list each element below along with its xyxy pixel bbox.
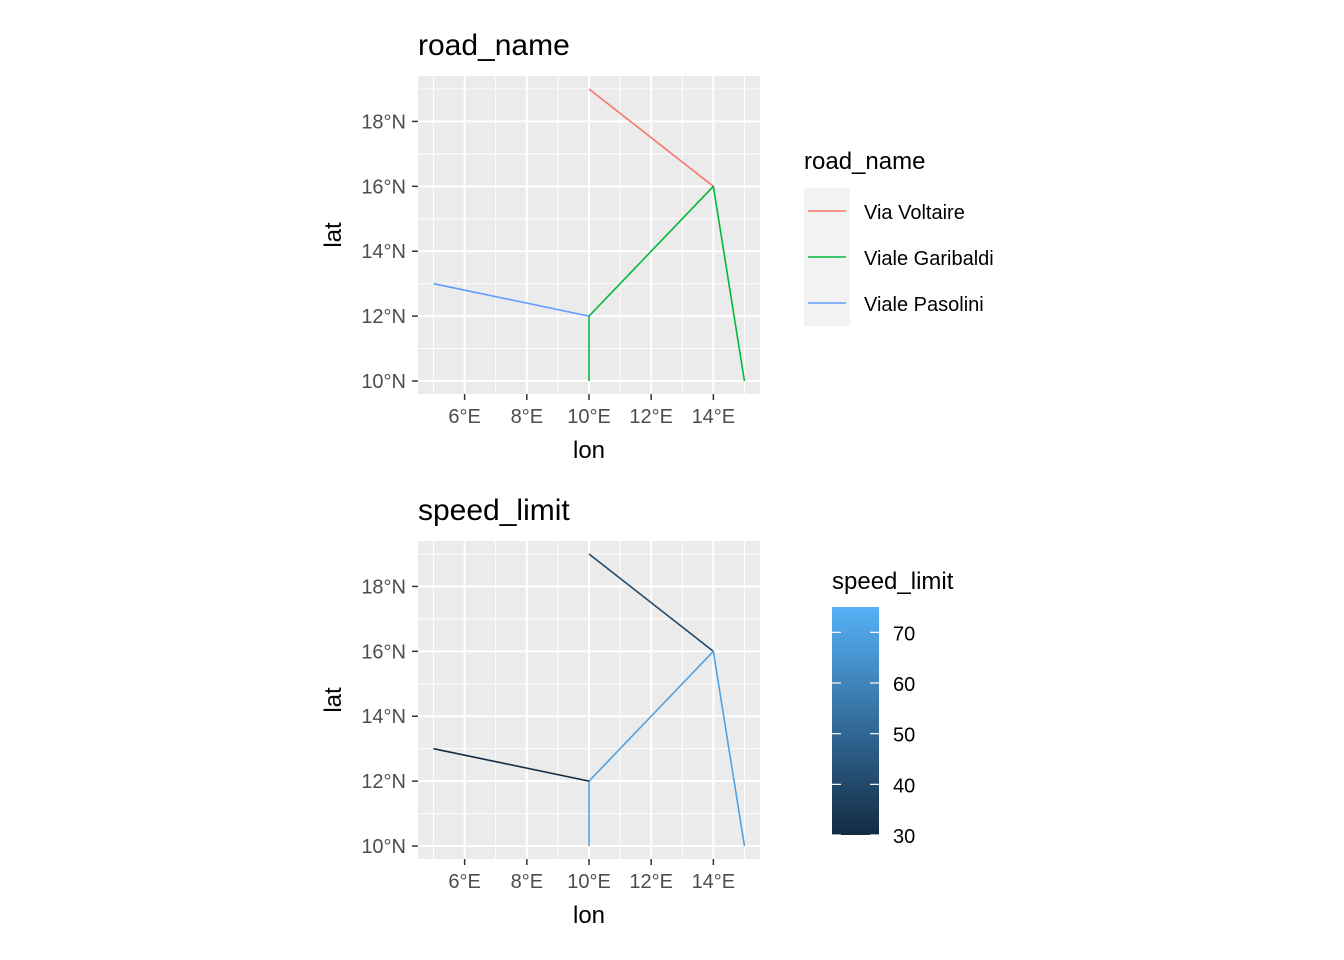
y-tick-label: 10°N xyxy=(361,836,406,858)
y-axis-ticks: 10°N 12°N 14°N 16°N 18°N xyxy=(361,576,418,858)
colorbar xyxy=(832,607,879,835)
colorbar-ticks: 30 40 50 60 70 xyxy=(832,623,915,848)
colorbar-tick-label: 30 xyxy=(893,826,915,848)
legend: road_name Via Voltaire Viale Garibaldi V… xyxy=(804,148,994,326)
x-tick-label: 8°E xyxy=(511,871,543,893)
y-tick-label: 14°N xyxy=(361,706,406,728)
x-axis-title: lon xyxy=(573,902,605,929)
y-axis-ticks: 10°N 12°N 14°N 16°N 18°N xyxy=(361,111,418,393)
x-tick-label: 8°E xyxy=(511,406,543,428)
legend-title: road_name xyxy=(804,148,925,175)
y-tick-label: 16°N xyxy=(361,176,406,198)
x-tick-label: 14°E xyxy=(692,406,736,428)
x-tick-label: 12°E xyxy=(629,406,673,428)
road-segment-line xyxy=(433,747,590,782)
colorbar-tick-label: 70 xyxy=(893,623,915,645)
road-segment-line xyxy=(588,185,746,382)
y-tick-label: 12°N xyxy=(361,771,406,793)
road-segments xyxy=(433,553,746,847)
road-segment-line xyxy=(588,553,714,652)
x-axis-ticks: 6°E 8°E 10°E 12°E 14°E xyxy=(448,394,735,428)
legend-label: Viale Pasolini xyxy=(864,294,984,316)
x-tick-label: 10°E xyxy=(567,406,611,428)
chart-road-name: road_name 10°N 12°N 14°N 16°N 18°N 6°E 8°E 10°… xyxy=(320,29,994,464)
legend-title: speed_limit xyxy=(832,568,954,595)
x-tick-label: 10°E xyxy=(567,871,611,893)
legend-label: Via Voltaire xyxy=(864,202,965,224)
y-tick-label: 18°N xyxy=(361,576,406,598)
colorbar-tick-label: 50 xyxy=(893,725,915,747)
x-axis-title: lon xyxy=(573,437,605,464)
legend-entry: Viale Garibaldi xyxy=(808,248,994,270)
y-tick-label: 14°N xyxy=(361,241,406,263)
x-axis-ticks: 6°E 8°E 10°E 12°E 14°E xyxy=(448,859,735,893)
x-tick-label: 14°E xyxy=(692,871,736,893)
y-tick-label: 16°N xyxy=(361,641,406,663)
colorbar-tick-label: 60 xyxy=(893,674,915,696)
y-axis-title: lat xyxy=(320,222,347,248)
x-tick-label: 6°E xyxy=(448,871,480,893)
y-tick-label: 12°N xyxy=(361,306,406,328)
legend-label: Viale Garibaldi xyxy=(864,248,994,270)
road-segments xyxy=(433,88,746,382)
y-axis-title: lat xyxy=(320,687,347,713)
x-tick-label: 6°E xyxy=(448,406,480,428)
chart-title: road_name xyxy=(418,29,570,62)
road-segment-line xyxy=(588,88,714,187)
road-segment-line xyxy=(588,650,746,847)
y-tick-label: 10°N xyxy=(361,371,406,393)
legend-entry: Viale Pasolini xyxy=(808,294,984,316)
y-tick-label: 18°N xyxy=(361,111,406,133)
chart-title: speed_limit xyxy=(418,494,570,527)
chart-speed-limit: speed_limit 10°N 12°N 14°N 16°N 18°N 6°E 8°E 1… xyxy=(320,494,954,929)
colorbar-tick-label: 40 xyxy=(893,775,915,797)
road-segment-line xyxy=(433,282,590,317)
x-tick-label: 12°E xyxy=(629,871,673,893)
legend-entry: Via Voltaire xyxy=(808,202,965,224)
legend: speed_limit 30 40 50 60 70 xyxy=(832,568,954,848)
